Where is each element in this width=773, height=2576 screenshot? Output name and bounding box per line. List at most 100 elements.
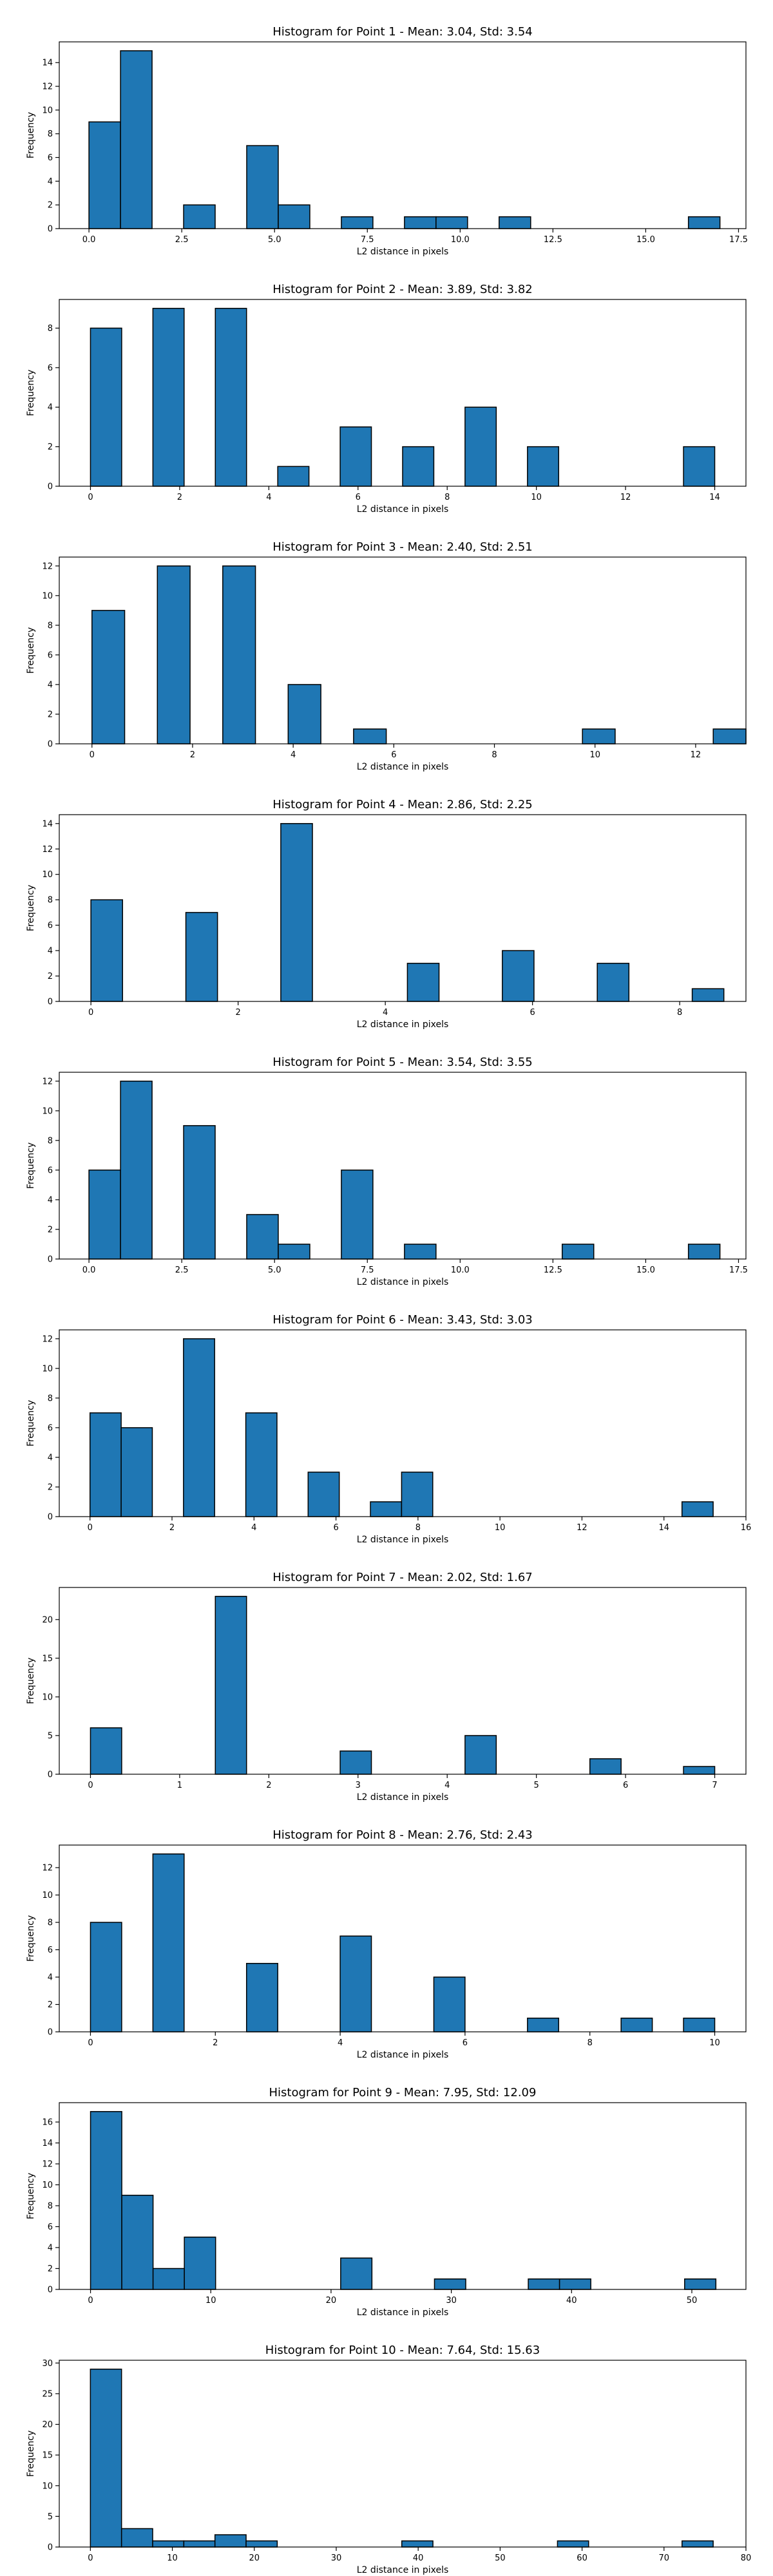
x-tick-label: 4 [383,1008,388,1018]
chart-title: Histogram for Point 1 - Mean: 3.04, Std:… [272,25,533,39]
histogram-bar [157,565,191,744]
x-tick-label: 14 [658,1523,669,1533]
y-tick-label: 4 [48,403,53,413]
plot-frame [59,1844,747,2032]
x-axis-label: L2 distance in pixels [357,1535,449,1545]
y-tick-label: 2 [48,1482,53,1492]
x-tick-label: 4 [291,750,296,760]
histogram-bar [527,446,560,487]
x-tick-label: 40 [413,2553,424,2563]
x-tick-label: 8 [677,1008,682,1018]
y-tick-label: 15 [42,2451,53,2461]
plot-frame [59,2360,747,2548]
y-tick-label: 0 [48,740,53,750]
histogram-bar [90,899,124,1002]
x-tick-label: 2 [213,2038,218,2048]
y-tick-label: 0 [48,998,53,1007]
y-tick-label: 2 [48,710,53,719]
histogram-bar [90,327,122,487]
histogram-bar [90,1922,122,2032]
y-tick-label: 5 [48,2512,53,2522]
histogram-bar [406,963,440,1002]
histogram-bar [152,1853,185,2032]
y-tick-label: 2 [48,1225,53,1235]
histogram-bar [183,1125,216,1260]
histogram-panel-10: Histogram for Point 10 - Mean: 7.64, Std… [26,2344,751,2575]
histogram-bar [90,2369,122,2548]
histogram-bar [499,216,531,229]
y-tick-label: 8 [48,1136,53,1146]
y-tick-label: 2 [48,2000,53,2010]
histogram-bar [683,1766,716,1775]
chart-title: Histogram for Point 2 - Mean: 3.89, Std:… [272,283,533,296]
x-tick-label: 5.0 [268,1265,282,1275]
y-tick-label: 30 [42,2359,53,2369]
histogram-bar [183,2540,216,2548]
x-tick-label: 12 [620,493,631,502]
x-tick-label: 10 [709,2038,720,2048]
x-tick-label: 8 [491,750,497,760]
histogram-bar [88,121,121,229]
histogram-panel-5: Histogram for Point 5 - Mean: 3.54, Std:… [26,1056,748,1287]
histogram-bar [152,2540,185,2548]
x-tick-label: 7 [712,1781,717,1790]
y-tick-label: 8 [48,621,53,630]
histogram-bar [278,204,310,229]
y-tick-label: 6 [48,1423,53,1433]
x-tick-label: 12.5 [544,235,562,245]
histogram-bar [589,1758,622,1775]
histogram-panel-2: Histogram for Point 2 - Mean: 3.89, Std:… [26,283,747,515]
x-tick-label: 2.5 [175,1265,189,1275]
histogram-bar [245,2540,278,2548]
y-tick-label: 15 [42,1654,53,1663]
histogram-bar [691,988,725,1002]
histogram-bar [683,446,716,487]
x-tick-label: 30 [331,2553,342,2563]
histogram-bar [183,1338,215,1517]
x-tick-label: 0.0 [82,1265,96,1275]
x-tick-label: 6 [623,1781,628,1790]
histogram-bar [684,2278,717,2290]
histogram-bar [404,1244,437,1260]
histogram-bar [341,1170,374,1260]
histogram-bar [90,2111,122,2290]
histogram-bar [120,2528,153,2548]
histogram-bar [558,2278,591,2290]
histogram-bar [245,1963,278,2032]
y-tick-label: 25 [42,2389,53,2399]
histogram-panel-9: Histogram for Point 9 - Mean: 7.95, Std:… [26,2086,747,2318]
y-tick-label: 8 [48,1394,53,1403]
x-tick-label: 80 [741,2553,752,2563]
histogram-bar [278,1244,310,1260]
histogram-bar [280,823,313,1002]
histogram-bar [88,1170,121,1260]
y-tick-label: 14 [42,59,53,68]
x-tick-label: 8 [587,2038,593,2048]
histogram-bar [339,426,372,487]
y-tick-label: 0 [48,225,53,234]
x-tick-label: 10 [589,750,600,760]
chart-title: Histogram for Point 8 - Mean: 2.76, Std:… [272,1828,533,1842]
histogram-bar [370,1501,403,1517]
x-tick-label: 0 [88,2296,93,2306]
histogram-panel-4: Histogram for Point 4 - Mean: 2.86, Std:… [26,798,747,1030]
histogram-bar [222,565,256,744]
y-axis-label: Frequency [26,1915,36,1962]
y-tick-label: 6 [48,2222,53,2232]
histogram-bar [562,1244,595,1260]
y-tick-label: 10 [42,591,53,601]
histogram-bar [464,406,497,487]
y-tick-label: 12 [42,845,53,855]
x-tick-label: 10 [205,2296,216,2306]
histogram-bar [404,216,437,229]
x-axis-label: L2 distance in pixels [357,2050,449,2060]
histogram-bar [433,1976,466,2032]
x-tick-label: 10 [167,2553,178,2563]
y-tick-label: 10 [42,2481,53,2491]
x-tick-label: 10 [495,1523,506,1533]
histogram-bar [91,610,126,744]
y-tick-label: 10 [42,106,53,115]
y-axis-label: Frequency [26,1142,36,1189]
x-tick-label: 4 [266,493,271,502]
y-tick-label: 10 [42,2181,53,2190]
